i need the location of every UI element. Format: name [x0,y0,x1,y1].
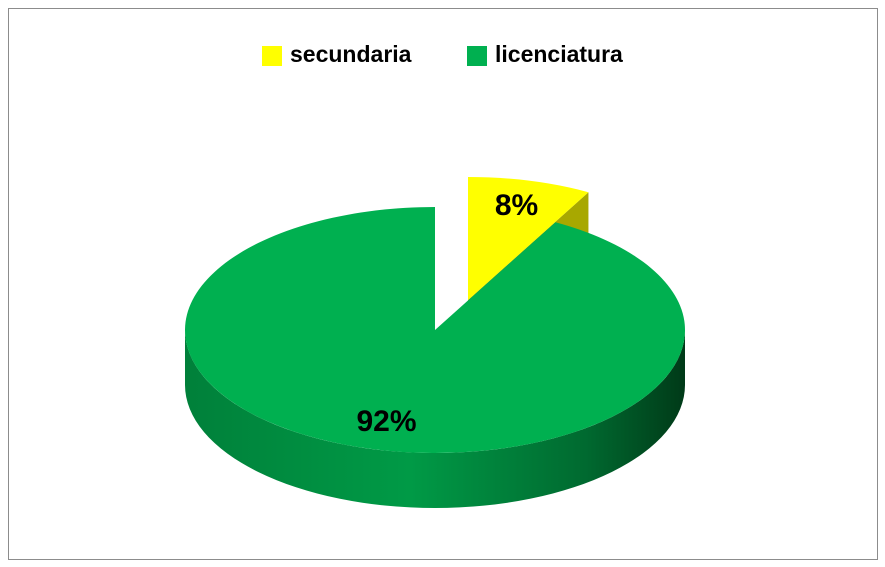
legend-label: licenciatura [495,41,623,67]
pie: 8% 92% [184,177,685,508]
legend-swatch [467,46,487,66]
data-label: 92% [356,405,416,438]
legend-label: secundaria [290,41,412,67]
slice [184,206,685,453]
slice [468,177,589,300]
legend: secundaria licenciatura [262,41,623,67]
slice-side [185,330,685,508]
data-label: 8% [495,189,538,222]
legend-swatch [262,46,282,66]
